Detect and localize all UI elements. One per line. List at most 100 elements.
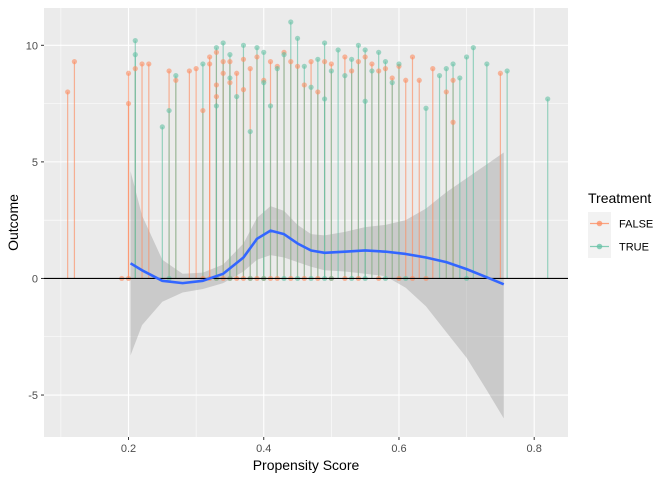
point-true: [328, 68, 334, 74]
y-tick-label: -5: [28, 390, 38, 402]
point-true: [281, 52, 287, 58]
point-true: [220, 40, 226, 46]
legend-label-false: FALSE: [619, 219, 653, 231]
point-false: [65, 89, 71, 95]
point-false: [227, 59, 233, 65]
x-tick-label: 0.4: [256, 443, 271, 455]
point-true: [504, 68, 510, 74]
y-axis-ticks: -5 0 5 10: [26, 40, 44, 402]
point-false: [321, 59, 328, 65]
point-true: [362, 47, 368, 53]
legend-title: Treatment: [588, 190, 651, 206]
point-true: [301, 63, 307, 69]
y-tick-label: 0: [32, 273, 38, 285]
point-true: [240, 42, 247, 48]
point-false: [349, 68, 355, 74]
y-tick-label: 10: [26, 40, 38, 52]
point-false: [173, 77, 179, 83]
point-true: [545, 96, 551, 102]
point-false: [369, 61, 375, 67]
point-false: [213, 82, 220, 88]
point-true: [159, 124, 165, 130]
point-false: [443, 89, 449, 95]
point-false: [207, 61, 213, 67]
point-true: [227, 52, 233, 58]
point-false: [125, 100, 132, 107]
point-false: [294, 63, 301, 69]
point-false: [389, 75, 395, 81]
x-axis-ticks: 0.2 0.4 0.6 0.8: [121, 437, 542, 455]
smooth-layer: [129, 229, 505, 286]
point-true: [274, 66, 280, 72]
point-false: [220, 70, 226, 76]
point-true: [288, 19, 294, 25]
point-false: [146, 61, 152, 67]
point-false: [125, 70, 132, 76]
point-true: [315, 56, 321, 62]
point-false: [132, 66, 138, 72]
legend-label-true: TRUE: [619, 242, 649, 254]
point-false: [315, 89, 321, 95]
point-true: [166, 107, 172, 114]
point-false: [416, 77, 422, 83]
point-true: [355, 42, 361, 48]
point-false: [382, 66, 389, 72]
point-true: [335, 47, 341, 53]
point-false: [240, 87, 247, 93]
point-true: [321, 96, 328, 102]
point-true: [389, 80, 395, 86]
point-true: [436, 73, 443, 79]
point-true: [213, 45, 220, 51]
point-false: [450, 119, 456, 125]
point-false: [240, 56, 247, 62]
point-true: [349, 56, 355, 62]
point-true: [261, 80, 267, 86]
point-true: [132, 38, 138, 44]
point-false: [254, 54, 260, 60]
point-false: [186, 68, 192, 74]
y-tick-label: 5: [32, 157, 38, 169]
point-true: [470, 45, 476, 51]
point-false: [207, 54, 213, 60]
point-true: [308, 84, 314, 90]
point-true: [396, 61, 402, 67]
point-false: [213, 49, 220, 55]
point-true: [376, 49, 382, 55]
point-false: [166, 68, 172, 74]
point-false: [213, 93, 220, 100]
point-false: [497, 70, 503, 76]
point-true: [382, 59, 389, 65]
point-true: [342, 73, 348, 79]
point-false: [71, 59, 78, 65]
point-false: [267, 59, 274, 65]
point-false: [200, 107, 206, 114]
y-axis-title: Outcome: [5, 194, 21, 251]
x-axis-title: Propensity Score: [253, 457, 360, 473]
point-false: [301, 82, 307, 88]
point-true: [227, 75, 233, 81]
x-tick-label: 0.8: [527, 443, 542, 455]
point-true: [321, 40, 328, 46]
point-true: [173, 73, 179, 79]
point-true: [234, 93, 240, 100]
point-false: [234, 70, 240, 76]
point-true: [132, 52, 138, 58]
point-true: [463, 54, 470, 60]
point-false: [355, 59, 361, 65]
point-false: [342, 54, 348, 60]
point-true: [443, 66, 449, 72]
point-true: [369, 68, 375, 74]
point-true: [261, 49, 267, 55]
point-true: [267, 103, 274, 109]
panel-background: [44, 8, 568, 437]
point-true: [484, 61, 490, 67]
segment-layer: [67, 21, 549, 279]
x-tick-label: 0.6: [391, 443, 406, 455]
point-false: [450, 77, 456, 83]
point-false: [247, 66, 253, 72]
point-true: [247, 128, 253, 135]
point-true: [200, 61, 206, 67]
point-false: [409, 54, 416, 60]
point-false: [220, 59, 226, 65]
